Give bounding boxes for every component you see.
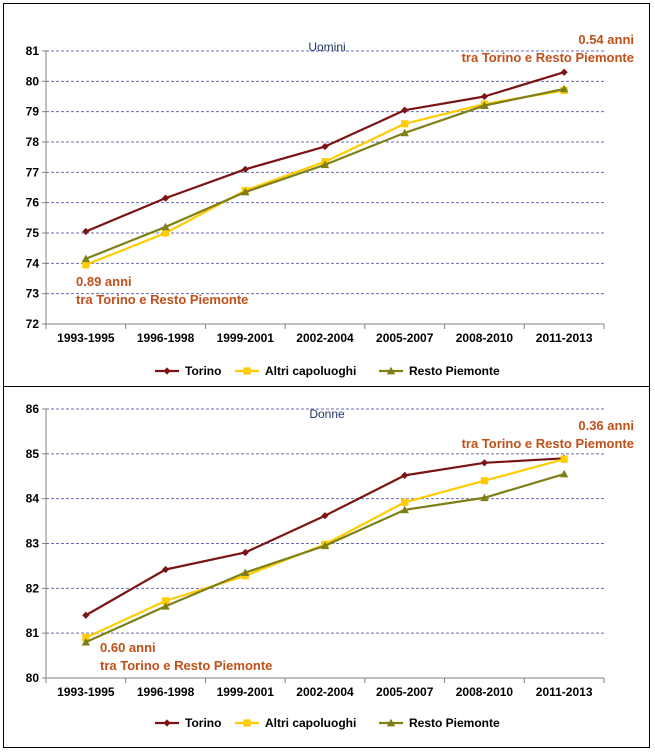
donne-y-tick-label: 85 xyxy=(26,447,40,461)
donne-x-tick-label: 1993-1995 xyxy=(57,685,115,699)
uomini-x-tick-label: 2008-2010 xyxy=(456,331,514,345)
donne-x-tick-label: 2005-2007 xyxy=(376,685,434,699)
figure-frame xyxy=(3,3,650,748)
uomini-y-tick-label: 76 xyxy=(26,196,40,210)
uomini-x-tick-label: 2005-2007 xyxy=(376,331,434,345)
donne-y-tick-label: 83 xyxy=(26,537,40,551)
donne-torino-point xyxy=(321,512,329,520)
donne-x-tick-label: 1999-2001 xyxy=(217,685,275,699)
donne-legend-altri-label: Altri capoluoghi xyxy=(265,716,356,730)
uomini-torino-point xyxy=(480,92,489,101)
donne-chart: 80 81 82 83 84 85 86 1993-1995 1996-1998 1999-200… xyxy=(26,402,634,730)
donne-annotation-1-line-1: tra Torino e Resto Piemonte xyxy=(100,658,272,673)
uomini-y-tick-label: 73 xyxy=(26,287,40,301)
donne-resto-point xyxy=(320,541,330,550)
uomini-x-tick-label: 2002-2004 xyxy=(296,331,354,345)
donne-resto-point xyxy=(400,505,409,514)
uomini-legend-resto-marker xyxy=(386,366,396,375)
donne-legend-resto-label: Resto Piemonte xyxy=(409,716,500,730)
donne-x-tick-label: 1996-1998 xyxy=(137,685,195,699)
donne-resto-line xyxy=(85,472,565,644)
uomini-x-tick-label: 1996-1998 xyxy=(137,331,195,345)
uomini-annotation-1-line-1: tra Torino e Resto Piemonte xyxy=(76,292,248,307)
donne-resto-point xyxy=(559,469,569,478)
uomini-chart: 72 73 74 75 76 77 78 79 80 81 1993-1995 1996-1998 19… xyxy=(26,32,634,378)
donne-y-tick-label: 86 xyxy=(26,402,40,416)
donne-y-tick-label: 80 xyxy=(26,671,40,685)
uomini-resto-point xyxy=(161,222,170,231)
uomini-resto-point xyxy=(241,187,250,196)
donne-y-tick-label: 81 xyxy=(26,626,40,640)
uomini-resto-point xyxy=(81,254,91,263)
uomini-x-tick-label: 1993-1995 xyxy=(57,331,115,345)
donne-y-tick-label: 84 xyxy=(26,492,40,506)
donne-chart-title: Donne xyxy=(309,407,345,421)
uomini-legend-torino-label: Torino xyxy=(185,364,221,378)
uomini-annotation-0-line-1: tra Torino e Resto Piemonte xyxy=(462,50,634,65)
donne-legend-resto-marker xyxy=(386,718,396,727)
uomini-resto-point xyxy=(480,101,489,109)
donne-torino-point xyxy=(401,471,409,479)
uomini-legend-altri-label: Altri capoluoghi xyxy=(265,364,356,378)
uomini-resto-point xyxy=(400,128,409,137)
donne-legend-torino-marker xyxy=(163,719,171,727)
donne-torino-line xyxy=(85,457,565,617)
donne-altri-point xyxy=(161,597,170,605)
donne-legend-altri-marker xyxy=(243,719,251,727)
donne-x-tick-label: 2002-2004 xyxy=(296,685,354,699)
uomini-y-tick-label: 78 xyxy=(26,135,40,149)
uomini-y-tick-label: 80 xyxy=(26,74,40,88)
uomini-y-tick-label: 75 xyxy=(26,226,40,240)
donne-x-tick-label: 2011-2013 xyxy=(536,685,593,699)
panel-divider xyxy=(3,386,650,387)
donne-torino-point xyxy=(480,459,489,467)
donne-y-tick-label: 82 xyxy=(26,581,40,595)
donne-x-tick-label: 2008-2010 xyxy=(456,685,514,699)
uomini-chart-title: Uomini xyxy=(308,40,345,54)
donne-annotation-0-line-0: 0.36 anni xyxy=(578,418,634,433)
uomini-torino-point xyxy=(161,194,170,202)
donne-altri-point xyxy=(82,634,90,642)
donne-torino-point xyxy=(161,565,170,574)
uomini-legend-torino-marker xyxy=(163,367,171,375)
donne-torino-point xyxy=(82,611,90,619)
donne-resto-point xyxy=(161,602,170,610)
uomini-annotation-0-line-0: 0.54 anni xyxy=(578,32,634,47)
donne-torino-point xyxy=(241,548,249,557)
uomini-altri-point xyxy=(161,229,170,237)
donne-resto-point xyxy=(81,637,91,646)
uomini-resto-point xyxy=(320,160,330,169)
uomini-annotation-1-line-0: 0.89 anni xyxy=(76,274,132,289)
uomini-torino-line xyxy=(85,71,565,233)
donne-annotation-0-line-1: tra Torino e Resto Piemonte xyxy=(462,436,634,451)
uomini-y-tick-label: 72 xyxy=(26,317,40,331)
donne-altri-point xyxy=(480,477,489,485)
uomini-x-tick-label: 2011-2013 xyxy=(536,331,593,345)
donne-altri-point xyxy=(401,498,409,506)
uomini-torino-point xyxy=(321,142,329,151)
uomini-x-tick-label: 1999-2001 xyxy=(217,331,275,345)
uomini-torino-point xyxy=(82,227,90,236)
uomini-y-tick-label: 81 xyxy=(26,44,40,58)
uomini-resto-point xyxy=(559,84,569,93)
uomini-y-tick-label: 74 xyxy=(26,256,40,270)
uomini-torino-point xyxy=(560,68,568,76)
donne-resto-point xyxy=(241,568,250,577)
uomini-legend-resto-label: Resto Piemonte xyxy=(409,364,500,378)
donne-resto-point xyxy=(480,493,489,502)
uomini-torino-point xyxy=(241,165,249,173)
uomini-y-tick-label: 79 xyxy=(26,105,40,119)
donne-annotation-1-line-0: 0.60 anni xyxy=(100,640,156,655)
donne-legend-torino-label: Torino xyxy=(185,716,221,730)
uomini-altri-line xyxy=(85,89,565,266)
uomini-legend-altri-marker xyxy=(243,367,251,375)
donne-altri-point xyxy=(560,455,568,463)
uomini-altri-point xyxy=(82,261,90,269)
uomini-altri-point xyxy=(401,120,409,128)
uomini-torino-point xyxy=(401,106,409,114)
uomini-y-tick-label: 77 xyxy=(26,165,40,179)
